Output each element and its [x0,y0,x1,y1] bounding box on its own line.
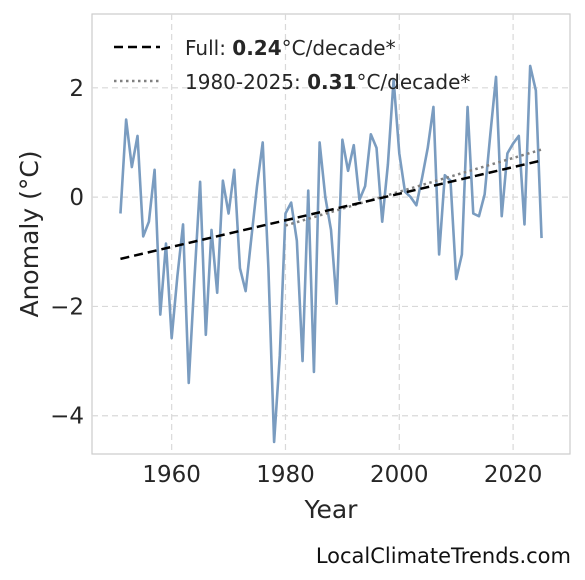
y-axis-label: Anomaly (°C) [15,150,44,317]
credit-text: LocalClimateTrends.com [315,544,571,568]
x-tick-label: 1980 [256,462,315,488]
y-tick-label: −4 [50,404,84,430]
trend-lines [120,148,542,261]
x-tick-label: 1960 [142,462,201,488]
series-lines [119,64,543,444]
x-tick-label: 2000 [370,462,429,488]
legend-label-full: Full: 0.24°C/decade* [185,36,396,60]
series-line-anomaly [119,64,543,444]
legend: Full: 0.24°C/decade* 1980-2025: 0.31°C/d… [114,36,470,94]
trend-line-1980-2025 [285,148,542,227]
y-axis-ticks: −4 −2 0 2 [50,76,84,430]
trend-line-full [120,159,542,261]
y-tick-label: 2 [69,76,84,102]
x-axis-ticks: 1960 1980 2000 2020 [142,462,542,488]
y-tick-label: 0 [69,185,84,211]
legend-label-1980-2025: 1980-2025: 0.31°C/decade* [185,70,470,94]
x-axis-label: Year [304,495,359,524]
y-tick-label: −2 [50,294,84,320]
x-tick-label: 2020 [484,462,543,488]
